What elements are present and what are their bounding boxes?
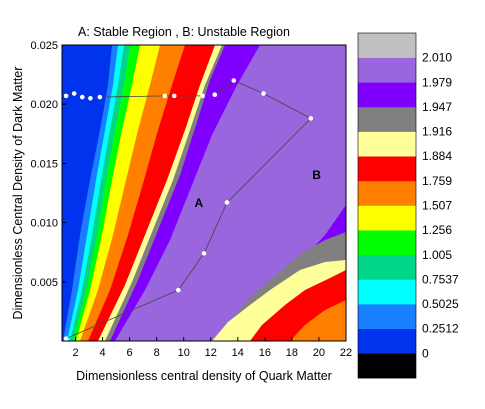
- path-point: [308, 116, 314, 121]
- colorbar-swatch: [358, 304, 416, 330]
- colorbar-swatch: [358, 156, 416, 182]
- region-label: B: [312, 168, 321, 182]
- plot-frame: [61, 44, 347, 342]
- colorbar-swatch: [358, 82, 416, 108]
- colorbar-label: 1.507: [422, 199, 452, 213]
- y-axis: 0.005 0.010 0.015 0.020 0.025: [30, 40, 66, 289]
- colorbar-label: 2.010: [422, 51, 452, 65]
- colorbar-swatch: [358, 57, 416, 83]
- path-point: [63, 93, 69, 99]
- path-point: [176, 287, 181, 293]
- y-tick-label: 0.025: [30, 40, 58, 52]
- path-point: [71, 91, 77, 96]
- colorbar-label: 1.884: [422, 149, 452, 163]
- colorbar-label: 0.2512: [422, 322, 459, 336]
- colorbar-label: 1.979: [422, 75, 452, 89]
- x-axis: 2 4 6 8 10 12 14 16 18 20 22: [72, 337, 352, 359]
- x-tick-label: 20: [313, 347, 325, 359]
- contour-band-0: [62, 45, 112, 341]
- y-tick-label: 0.005: [30, 277, 58, 289]
- colorbar-swatch: [358, 131, 416, 157]
- x-tick-label: 16: [259, 347, 271, 359]
- x-tick-label: 22: [340, 347, 352, 359]
- x-tick-label: 10: [178, 347, 190, 359]
- path-point: [231, 78, 237, 83]
- colorbar-swatch: [358, 180, 416, 206]
- colorbar-label: 1.759: [422, 174, 452, 188]
- path-point: [201, 251, 207, 256]
- colorbar-swatch: [358, 205, 416, 231]
- colorbar-label: 1.916: [422, 125, 452, 139]
- path-point: [88, 95, 93, 101]
- y-tick-label: 0.020: [30, 99, 58, 111]
- path-point: [162, 93, 168, 99]
- path-point: [212, 92, 218, 98]
- marked-points: [63, 78, 314, 341]
- colorbar-label: 0.7537: [422, 272, 459, 286]
- x-tick-label: 8: [154, 347, 160, 359]
- colorbar-swatch: [358, 230, 416, 256]
- colorbar-swatch: [358, 106, 416, 132]
- colorbar-swatch: [358, 328, 416, 354]
- contour-bands: [62, 45, 346, 341]
- x-tick-label: 6: [127, 347, 133, 359]
- y-tick-label: 0.015: [30, 158, 58, 170]
- region-labels: AB: [195, 168, 322, 210]
- path-point: [79, 94, 85, 100]
- colorbar-label: 0: [422, 346, 429, 360]
- colorbar-swatch: [358, 33, 416, 58]
- chart-title: A: Stable Region , B: Unstable Region: [78, 25, 290, 39]
- path-point: [171, 93, 177, 99]
- colorbar-swatch: [358, 254, 416, 280]
- colorbar: 0 0.2512 0.5025 0.7537 1.005 1.256 1.507 1.759 1…: [357, 32, 459, 379]
- path-point: [63, 336, 69, 341]
- colorbar-swatch: [358, 353, 416, 379]
- colorbar-label: 1.005: [422, 248, 452, 262]
- path-point: [261, 91, 266, 96]
- x-tick-label: 18: [286, 347, 298, 359]
- region-label: A: [195, 196, 204, 210]
- path-point: [200, 93, 205, 99]
- x-tick-label: 4: [100, 347, 106, 359]
- x-axis-label: Dimensionless central density of Quark M…: [76, 369, 332, 383]
- y-axis-label: Dimensionless Central Density of Dark Ma…: [11, 67, 25, 320]
- x-tick-label: 12: [205, 347, 217, 359]
- plot-area: AB: [61, 44, 347, 342]
- x-tick-label: 2: [72, 347, 78, 359]
- colorbar-frame: [357, 32, 417, 379]
- x-tick-label: 14: [232, 347, 244, 359]
- marked-path-line: [65, 80, 312, 339]
- colorbar-label: 1.256: [422, 223, 452, 237]
- path-point: [97, 94, 103, 100]
- colorbar-label: 1.947: [422, 100, 452, 114]
- colorbar-label: 0.5025: [422, 297, 459, 311]
- y-tick-label: 0.010: [30, 218, 58, 230]
- path-point: [224, 200, 230, 205]
- contour-band-1507-right: [290, 300, 346, 341]
- colorbar-swatch: [358, 279, 416, 305]
